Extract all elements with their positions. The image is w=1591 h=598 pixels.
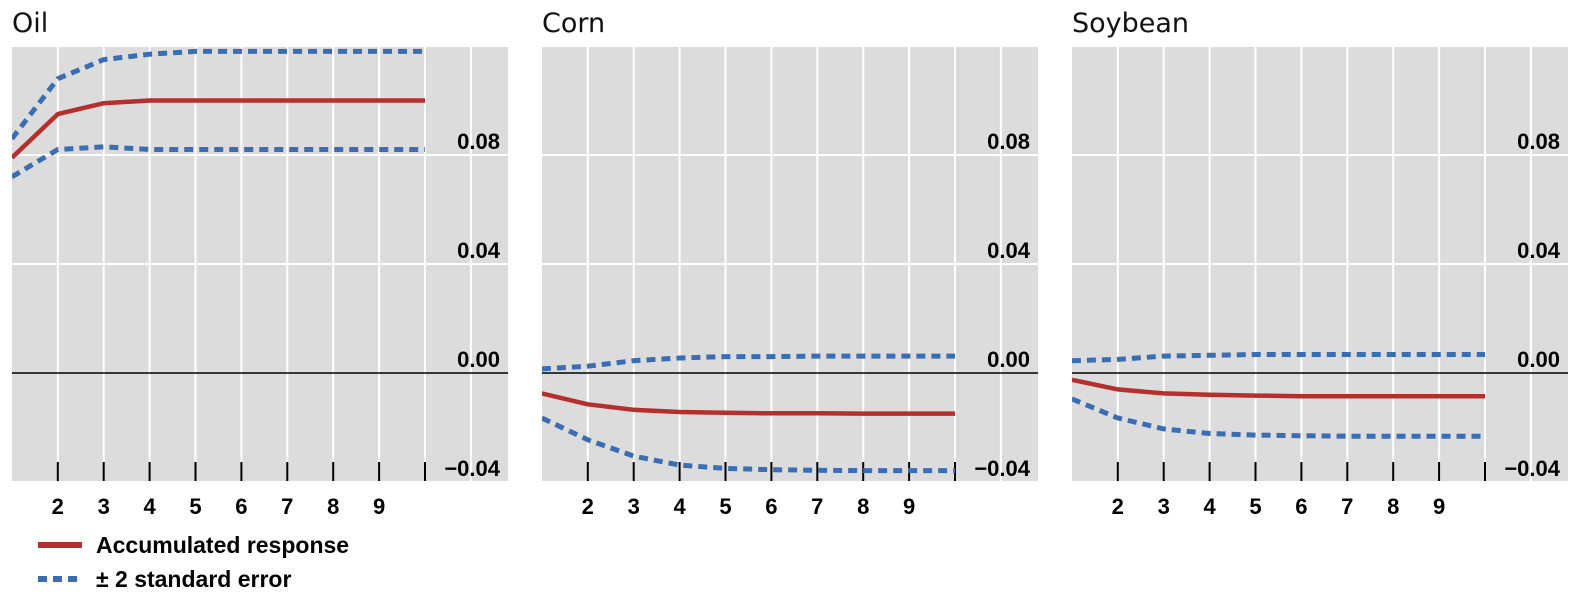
- x-tick-label: 8: [857, 494, 869, 519]
- accumulated-response-line: [12, 98, 425, 160]
- x-tick-label: 5: [189, 494, 201, 519]
- x-tick-label: 9: [373, 494, 385, 519]
- y-tick-label: −0.04: [444, 456, 500, 481]
- y-tick-label: 0.08: [987, 129, 1030, 154]
- standard-error-line: [12, 144, 425, 179]
- y-tick-label: 0.04: [457, 238, 501, 263]
- x-tick-label: 5: [719, 494, 731, 519]
- x-tick-label: 5: [1249, 494, 1261, 519]
- x-tick-label: 8: [327, 494, 339, 519]
- series-lines: [542, 353, 955, 474]
- y-tick-label: 0.08: [457, 129, 500, 154]
- x-tick-label: 7: [1341, 494, 1353, 519]
- x-tick-label: 7: [811, 494, 823, 519]
- panel-title: Oil: [12, 8, 48, 39]
- x-tick-label: 6: [1295, 494, 1307, 519]
- y-tick-label: −0.04: [1504, 456, 1560, 481]
- x-tick-label: 8: [1387, 494, 1399, 519]
- accumulated-response-line: [542, 391, 955, 416]
- legend-label-standard-error: ± 2 standard error: [96, 565, 292, 592]
- y-tick-label: 0.04: [1517, 238, 1561, 263]
- y-tick-label: 0.00: [457, 347, 500, 372]
- x-tick-label: 6: [765, 494, 777, 519]
- x-tick-label: 7: [281, 494, 293, 519]
- x-tick-label: 2: [582, 494, 594, 519]
- panel-title: Soybean: [1072, 8, 1189, 39]
- chart-panel-corn: Corn 2 3 4 5 6 7 8 9 0.08 0.04 0.00 −0.04: [542, 8, 1038, 519]
- x-tick-label: 2: [1112, 494, 1124, 519]
- series-lines: [12, 48, 425, 179]
- y-tick-label: 0.00: [987, 347, 1030, 372]
- y-tick-label: 0.00: [1517, 347, 1560, 372]
- standard-error-line: [1072, 352, 1485, 364]
- legend-swatch-dashed-line: [38, 576, 82, 582]
- accumulated-response-line: [1072, 377, 1485, 399]
- y-tick-label: −0.04: [974, 456, 1030, 481]
- legend-swatch-solid-line: [38, 542, 82, 548]
- x-tick-label: 3: [1158, 494, 1170, 519]
- x-tick-label: 4: [143, 494, 156, 519]
- y-tick-label: 0.08: [1517, 129, 1560, 154]
- standard-error-line: [12, 48, 425, 141]
- x-tick-label: 4: [1203, 494, 1216, 519]
- legend-label-accumulated-response: Accumulated response: [96, 531, 350, 558]
- chart-panel-soybean: Soybean 2 3 4 5 6 7 8 9 0.08 0.04 0.00 −0.04: [1072, 8, 1568, 519]
- series-lines: [1072, 352, 1485, 439]
- legend: Accumulated response ± 2 standard error: [38, 528, 458, 596]
- x-tick-label: 3: [628, 494, 640, 519]
- x-tick-label: 4: [673, 494, 686, 519]
- x-tick-label: 3: [98, 494, 110, 519]
- x-tick-label: 9: [1433, 494, 1445, 519]
- x-tick-label: 6: [235, 494, 247, 519]
- chart-panel-oil: Oil 2 3 4 5 6 7 8 9 0.08 0.04 0.00 −0.04: [12, 8, 508, 519]
- standard-error-line: [1072, 396, 1485, 439]
- x-tick-label: 2: [52, 494, 64, 519]
- legend-item-standard-error: ± 2 standard error: [38, 562, 458, 596]
- legend-item-accumulated-response: Accumulated response: [38, 528, 458, 562]
- panel-title: Corn: [542, 8, 605, 39]
- standard-error-line: [542, 415, 955, 474]
- x-tick-label: 9: [903, 494, 915, 519]
- y-tick-label: 0.04: [987, 238, 1031, 263]
